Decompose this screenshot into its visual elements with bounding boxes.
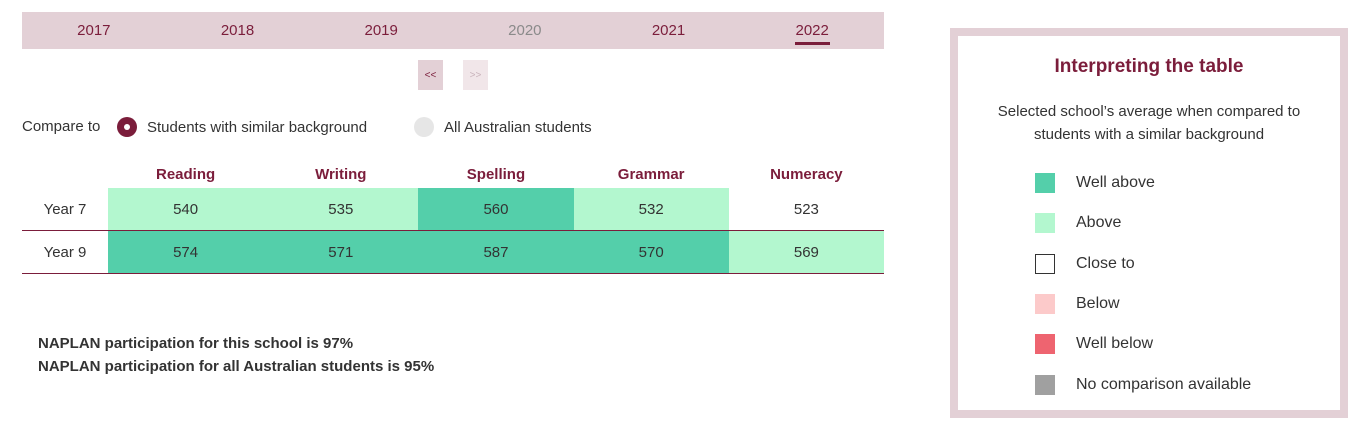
legend-item-well-below: Well below [1035,334,1153,354]
swatch-no-comparison-icon [1035,375,1055,395]
radio-all-australian[interactable]: All Australian students [414,117,592,137]
tab-year-2018[interactable]: 2018 [166,12,310,49]
tab-year-2020: 2020 [453,12,597,49]
tab-year-label: 2018 [220,22,255,39]
legend-panel: Interpreting the table Selected school’s… [950,28,1348,418]
legend-label: Close to [1076,255,1135,272]
participation-info: NAPLAN participation for this school is … [38,332,434,378]
legend-label: Below [1076,295,1120,312]
radio-label: All Australian students [444,118,592,136]
header-reading: Reading [156,165,216,183]
legend-item-close-to: Close to [1035,254,1135,274]
tab-year-label: 2020 [508,22,542,39]
tab-year-2019[interactable]: 2019 [309,12,453,49]
score-cell: 574 [108,230,264,274]
score-cell: 571 [263,230,419,274]
radio-similar-background[interactable]: Students with similar background [117,117,367,137]
tab-year-2017[interactable]: 2017 [22,12,166,49]
legend-label: Well below [1076,335,1154,352]
score-cell: 540 [108,188,264,231]
legend-item-above: Above [1035,213,1121,233]
chevron-left-icon: << [424,69,437,81]
table-header-empty [22,160,108,188]
score-cell: 570 [573,230,729,274]
tab-year-label: 2021 [651,22,686,39]
score-cell: 523 [728,188,884,231]
participation-all: NAPLAN participation for all Australian … [38,358,435,375]
swatch-well-below-icon [1035,334,1055,354]
legend-description: Selected school’s average when compared … [997,103,1301,143]
previous-years-button[interactable]: << [418,60,443,90]
legend-label: No comparison available [1076,376,1252,393]
legend-label: Well above [1076,174,1155,191]
chevron-right-icon: >> [469,69,482,81]
legend-item-well-above: Well above [1035,173,1155,193]
swatch-close-to-icon [1035,254,1055,274]
next-years-button: >> [463,60,488,90]
header-grammar: Grammar [617,165,685,183]
swatch-above-icon [1035,213,1055,233]
legend-label: Above [1076,214,1122,231]
header-writing: Writing [315,165,367,183]
score-cell: 569 [728,230,884,274]
tab-year-label: 2022 [794,22,831,45]
score-cell: 532 [573,188,729,231]
score-cell: 587 [418,230,574,274]
participation-school: NAPLAN participation for this school is … [38,335,354,352]
header-numeracy: Numeracy [770,165,843,183]
score-cell: 560 [418,188,574,231]
table-row-year-7: Year 7 540 535 560 532 523 [22,188,884,231]
tab-year-label: 2017 [77,22,111,39]
results-table: Reading Writing Spelling Grammar Numerac… [22,160,884,274]
radio-selected-icon[interactable] [117,117,137,137]
row-label: Year 7 [43,200,87,218]
table-header-row: Reading Writing Spelling Grammar Numerac… [22,160,884,188]
row-label: Year 9 [43,243,87,261]
table-row-year-9: Year 9 574 571 587 570 569 [22,230,884,274]
radio-label: Students with similar background [147,118,368,136]
tab-year-label: 2019 [364,22,398,39]
legend-title: Interpreting the table [1054,56,1244,77]
year-tabs: 2017 2018 2019 2020 2021 2022 [22,12,884,49]
legend-item-no-comparison: No comparison available [1035,375,1251,395]
radio-unselected-icon[interactable] [414,117,434,137]
tab-year-2022[interactable]: 2022 [740,12,884,49]
header-spelling: Spelling [466,165,526,183]
legend-item-below: Below [1035,294,1120,314]
tab-year-2021[interactable]: 2021 [597,12,741,49]
compare-label: Compare to [22,118,101,135]
swatch-well-above-icon [1035,173,1055,193]
swatch-below-icon [1035,294,1055,314]
score-cell: 535 [263,188,419,231]
